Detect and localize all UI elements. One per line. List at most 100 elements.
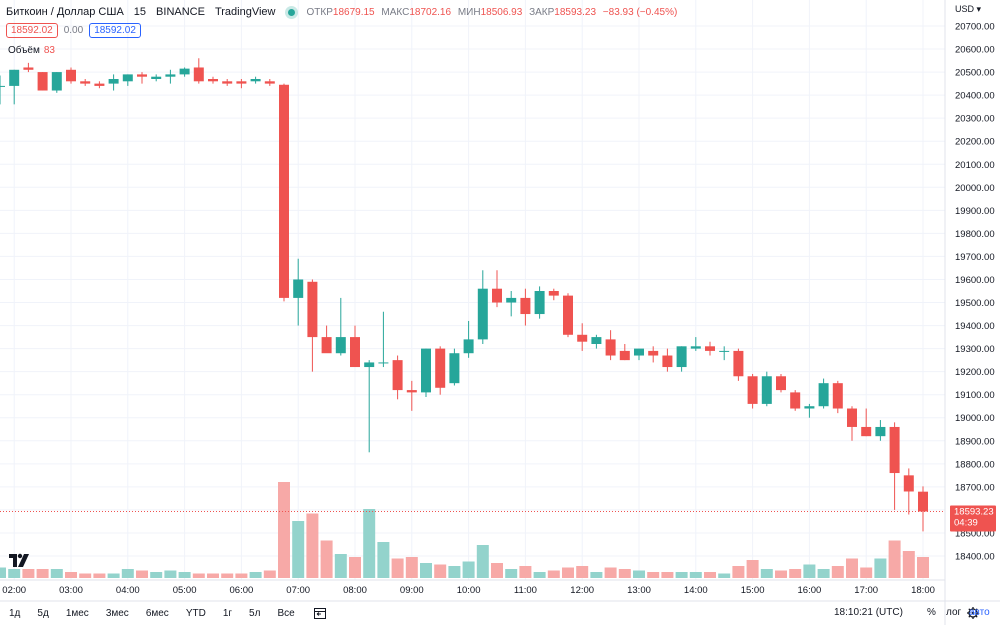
volume-bar [732, 566, 745, 578]
volume-legend[interactable]: Объём 83 [8, 45, 55, 56]
volume-bar [803, 564, 816, 578]
volume-bar [604, 567, 617, 578]
time-tick-label: 10:00 [457, 585, 481, 596]
price-tick-label: 19800.00 [955, 229, 995, 240]
volume-bar [576, 566, 589, 578]
time-tick-label: 18:00 [911, 585, 935, 596]
volume-bar [8, 569, 21, 578]
candle-body [23, 67, 34, 70]
candle-body [122, 74, 133, 82]
log-toggle[interactable]: лог [946, 607, 962, 618]
range-5d[interactable]: 5д [37, 607, 49, 619]
auto-toggle[interactable]: авто [969, 607, 990, 618]
candle-body [392, 360, 403, 391]
open-label: ОТКР [306, 6, 333, 18]
range-5y[interactable]: 5л [249, 607, 261, 619]
range-1m[interactable]: 1мес [65, 607, 89, 619]
candlesticks [0, 58, 928, 532]
volume-bar [476, 545, 489, 578]
candle-body [449, 353, 460, 384]
volume-bar [760, 569, 773, 578]
sell-button[interactable]: 18592.02 [6, 23, 58, 38]
candle-body [804, 406, 815, 409]
candle-body [250, 79, 261, 82]
time-tick-label: 11:00 [514, 585, 537, 596]
candle-body [591, 337, 602, 344]
settings-gear-icon[interactable] [967, 607, 979, 619]
volume-bar [462, 561, 475, 578]
candle-body [151, 76, 162, 79]
candle-body [0, 85, 5, 87]
volume-bar [547, 570, 560, 578]
candle-body [889, 426, 900, 474]
volume-bar [618, 569, 631, 578]
candle-body [108, 79, 119, 84]
price-tick-label: 20500.00 [955, 68, 995, 79]
price-tick-label: 18700.00 [955, 482, 995, 493]
range-ytd[interactable]: YTD [185, 607, 206, 619]
range-3m[interactable]: 3мес [105, 607, 129, 619]
interval-label[interactable]: 15 [133, 6, 147, 18]
candle-body [776, 376, 786, 391]
exchange-label: BINANCE [156, 6, 205, 18]
price-tick-label: 20300.00 [955, 114, 995, 125]
volume-bar [846, 558, 858, 578]
candle-body [421, 348, 431, 393]
volume-bar [817, 569, 830, 578]
volume-bar [661, 572, 674, 578]
volume-bar [320, 540, 333, 578]
price-tick-label: 20600.00 [955, 45, 995, 56]
volume-bar [22, 569, 35, 578]
volume-bar [192, 573, 205, 578]
volume-bar [902, 551, 915, 578]
volume-bar [221, 573, 234, 578]
currency-selector[interactable]: USD ▾ [955, 4, 981, 15]
symbol-header[interactable]: Биткоин / Доллар США 15 BINANCE TradingV… [6, 4, 681, 20]
time-tick-label: 09:00 [400, 585, 424, 596]
range-all[interactable]: Все [277, 607, 295, 619]
candle-body [279, 84, 289, 298]
volume-bar [888, 540, 901, 578]
candle-body [563, 295, 573, 335]
symbol-title[interactable]: Биткоин / Доллар США [6, 6, 124, 18]
volume-bar [79, 573, 92, 578]
price-tick-label: 19300.00 [955, 344, 995, 355]
price-tick-label: 19600.00 [955, 275, 995, 286]
close-label: ЗАКР [529, 6, 555, 18]
change-value: −83.93 (−0.45%) [602, 6, 678, 18]
volume-bar [533, 572, 546, 578]
grid-lines [0, 0, 945, 580]
tradingview-logo-icon[interactable] [8, 552, 30, 570]
market-open-icon [287, 8, 295, 16]
buy-button[interactable]: 18592.02 [89, 23, 141, 38]
range-1y[interactable]: 1г [222, 607, 233, 619]
volume-bar [249, 572, 262, 578]
candle-body [208, 79, 218, 82]
price-tick-label: 19200.00 [955, 367, 995, 378]
percent-toggle[interactable]: % [927, 607, 936, 618]
candle-body [350, 337, 360, 368]
candle-body [435, 348, 446, 388]
price-axis[interactable]: 20700.00 20600.00 20500.00 20400.00 20300.00… [955, 22, 995, 563]
bottom-toolbar: 1д 5д 1мес 3мес 6мес YTD 1г 5л Все 18:10… [0, 602, 1000, 624]
volume-bar [121, 569, 134, 578]
time-tick-label: 17:00 [854, 585, 878, 596]
volume-bar [50, 569, 63, 578]
time-axis[interactable]: 02:00 03:00 04:00 05:00 06:00 07:00 08:00 09:00… [2, 585, 935, 596]
clock-display[interactable]: 18:10:21 (UTC) [834, 607, 903, 618]
candle-body [605, 339, 616, 356]
volume-bar [207, 573, 219, 578]
trade-buttons: 18592.02 0.00 18592.02 [6, 23, 141, 38]
volume-bar [405, 557, 418, 578]
volume-bar [675, 572, 688, 578]
price-tick-label: 19500.00 [955, 298, 995, 309]
low-label: МИН [457, 6, 481, 18]
range-6m[interactable]: 6мес [145, 607, 169, 619]
candle-body [463, 339, 474, 354]
price-tick-label: 20000.00 [955, 183, 995, 194]
goto-date-icon[interactable] [313, 606, 327, 620]
candle-body [634, 348, 644, 356]
range-1d[interactable]: 1д [9, 607, 21, 619]
volume-bar [235, 573, 248, 578]
